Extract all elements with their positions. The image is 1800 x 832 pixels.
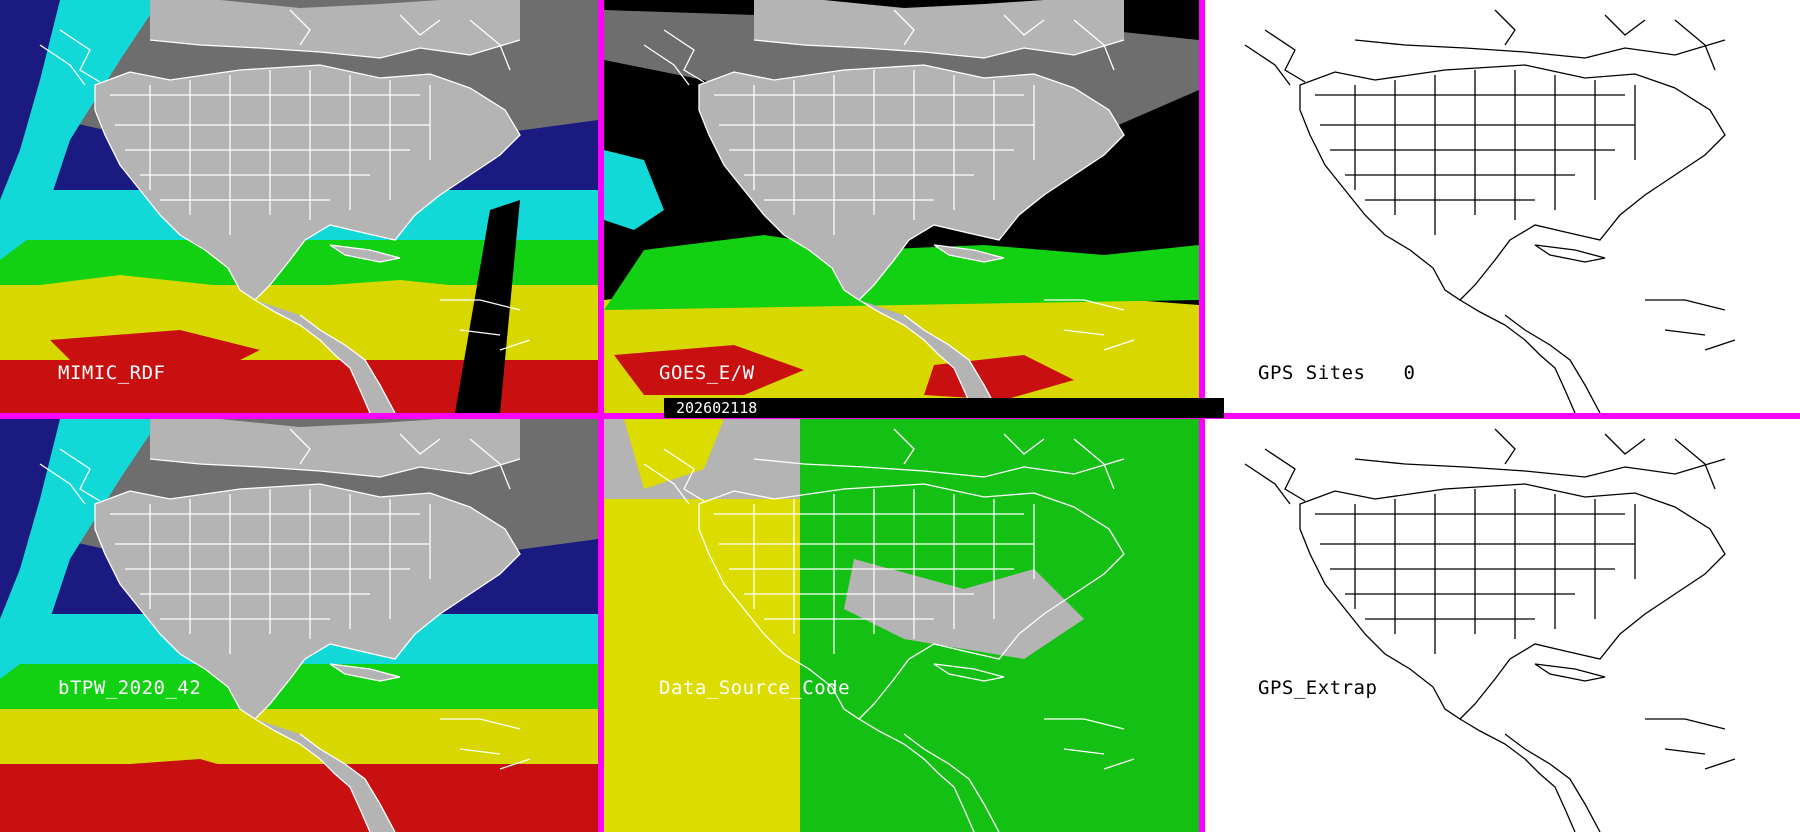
panel-gps-sites[interactable]: GPS Sites 0 bbox=[1205, 0, 1800, 413]
goes-ew-map bbox=[604, 0, 1199, 413]
btpw-map bbox=[0, 419, 598, 832]
panel-label: GPS Sites 0 bbox=[1258, 362, 1415, 384]
gps-sites-count: 0 bbox=[1403, 362, 1416, 384]
mimic-rdf-map bbox=[0, 0, 598, 413]
panel-label: GOES_E/W bbox=[659, 362, 755, 384]
panel-label: Data_Source_Code bbox=[659, 677, 851, 699]
timestamp-bar: 202602118 bbox=[664, 398, 1224, 418]
gps-sites-map bbox=[1205, 0, 1800, 413]
gps-sites-label: GPS Sites bbox=[1258, 362, 1366, 384]
panel-gps-extrap[interactable]: GPS_Extrap bbox=[1205, 419, 1800, 832]
panel-label: GPS_Extrap bbox=[1258, 677, 1378, 699]
gps-extrap-map bbox=[1205, 419, 1800, 832]
data-source-code-map bbox=[604, 419, 1199, 832]
panel-btpw[interactable]: bTPW_2020_42 bbox=[0, 419, 598, 832]
panel-goes-ew[interactable]: GOES_E/W bbox=[604, 0, 1199, 413]
panel-label: MIMIC_RDF bbox=[58, 362, 166, 384]
panel-mimic-rdf[interactable]: MIMIC_RDF bbox=[0, 0, 598, 413]
panel-data-source-code[interactable]: Data_Source_Code bbox=[604, 419, 1199, 832]
panel-label: bTPW_2020_42 bbox=[58, 677, 202, 699]
